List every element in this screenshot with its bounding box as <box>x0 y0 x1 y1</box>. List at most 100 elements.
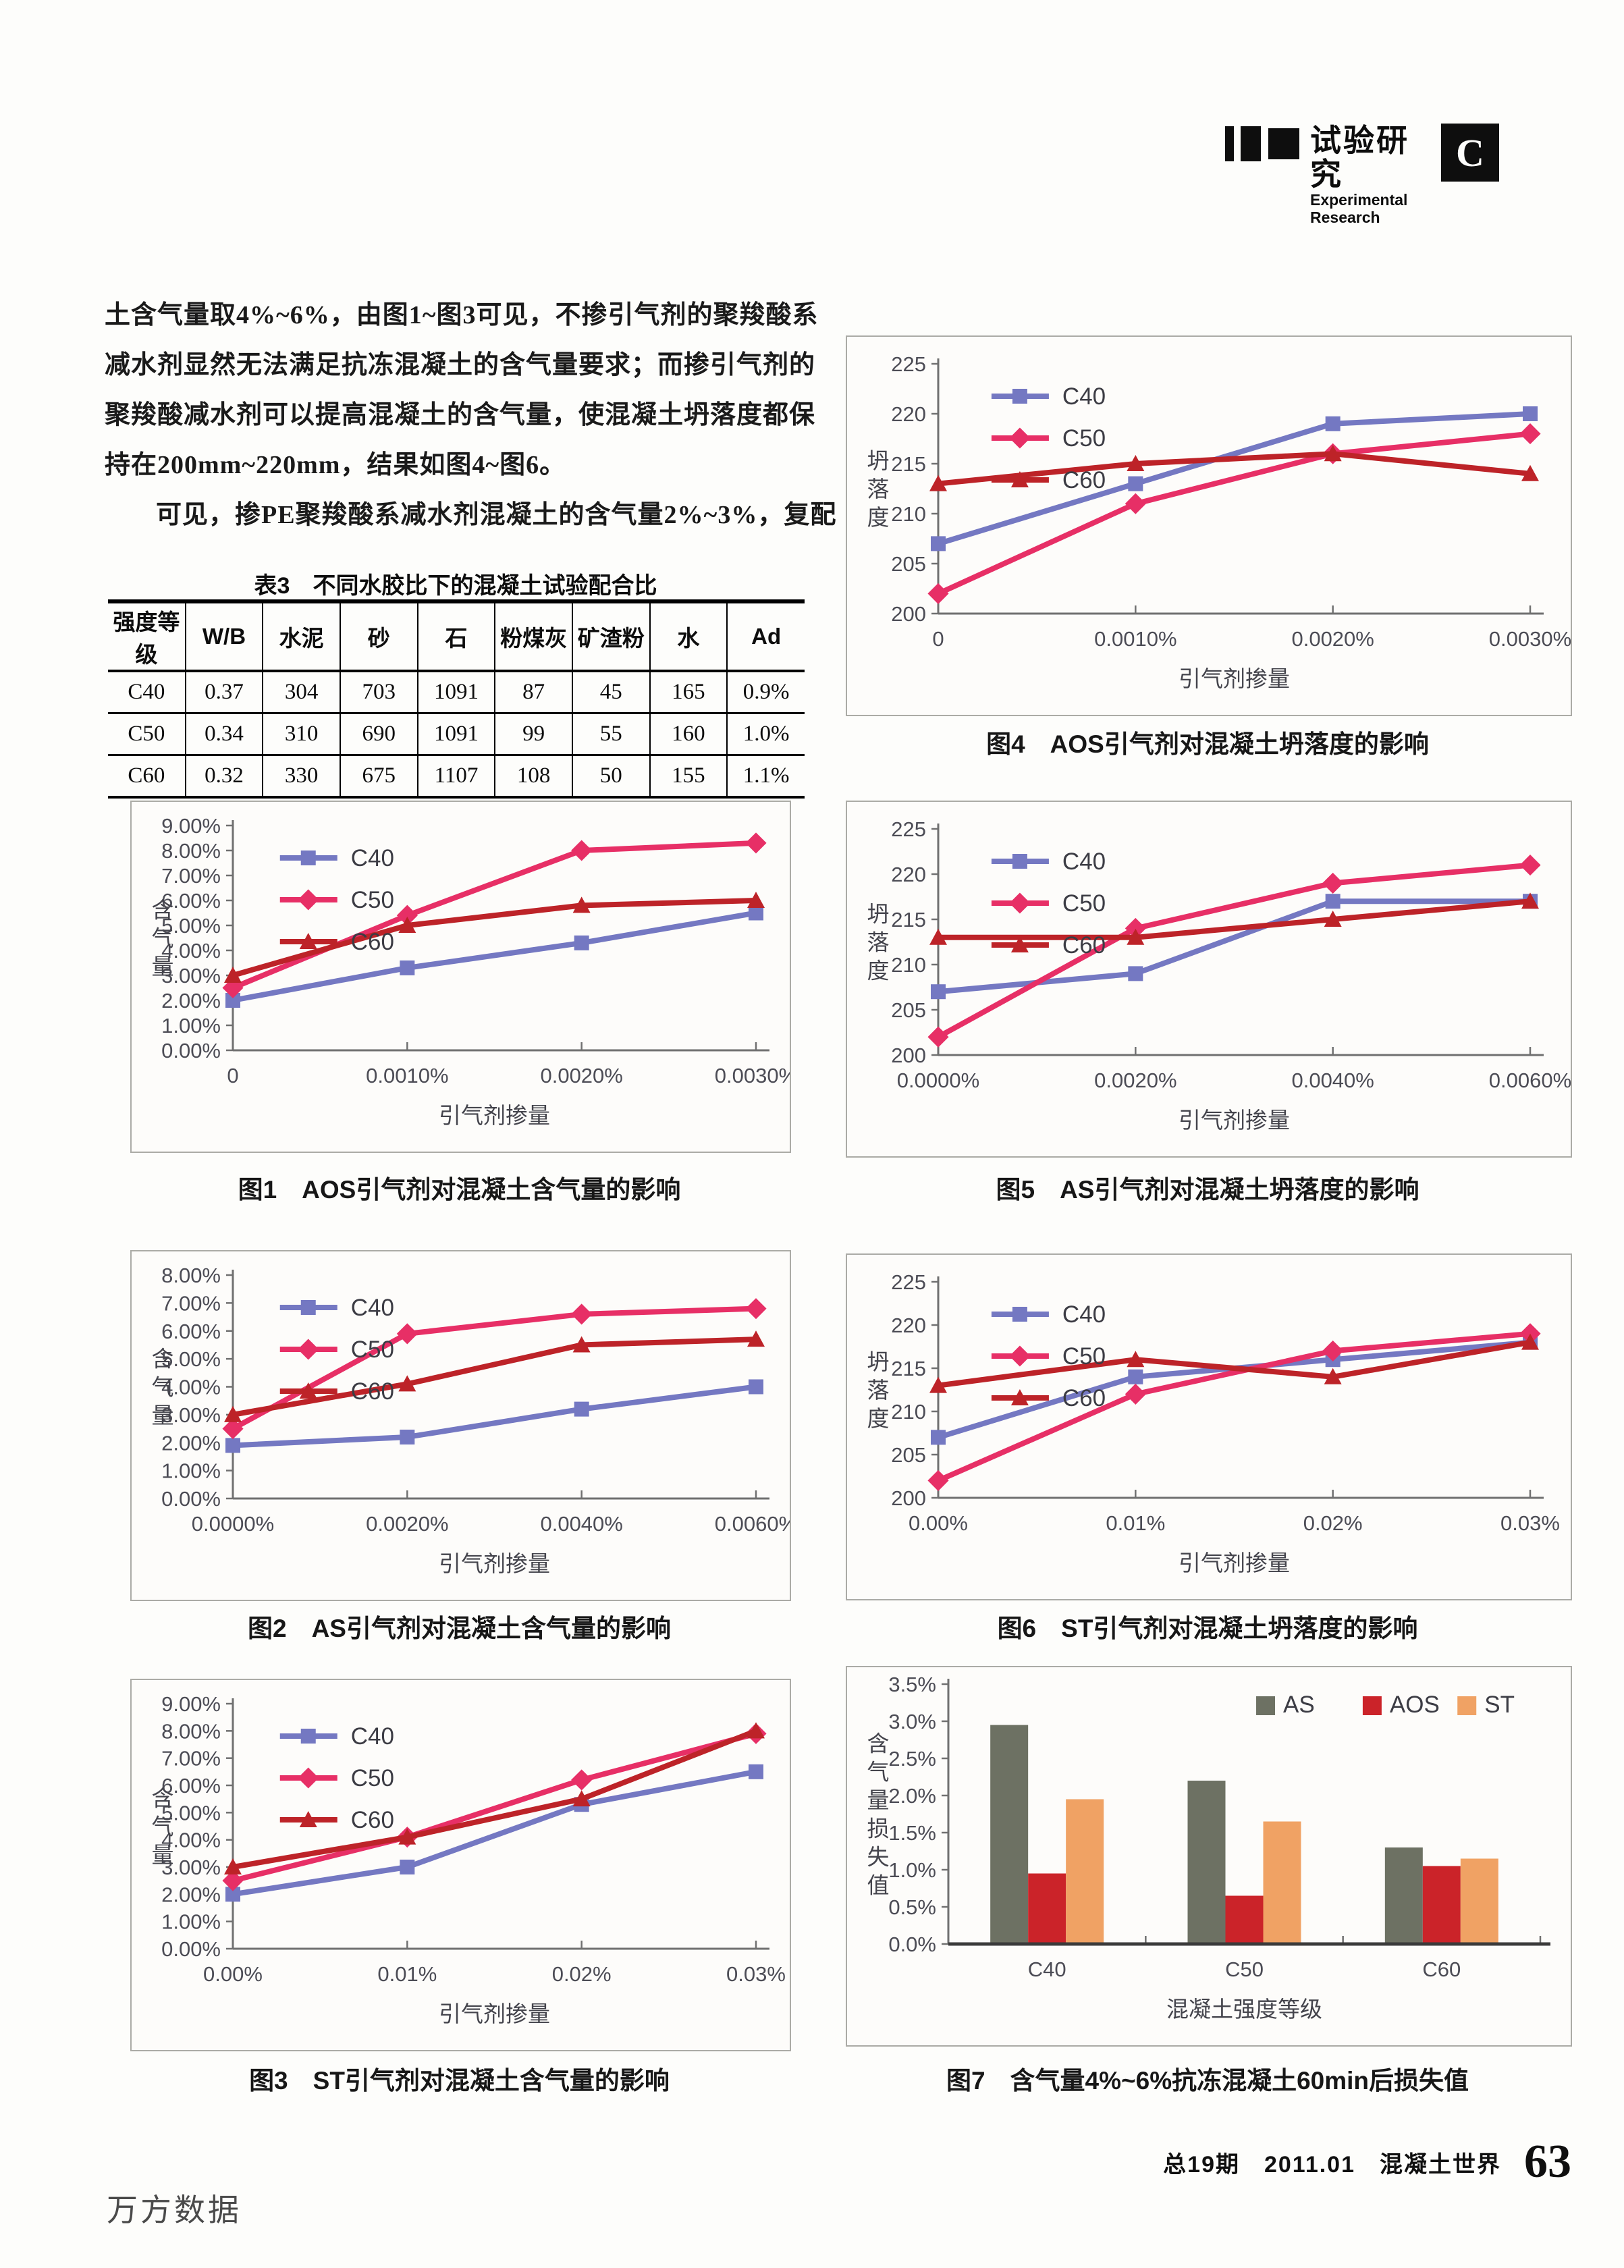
fig3-plot: 0.00% 1.00% 2.00% 3.00% 4.00% 5.00% 6.00% 7.00%… <box>152 1692 786 2026</box>
section-title-en: Experimental Research <box>1310 191 1408 226</box>
svg-text:2.00%: 2.00% <box>161 1883 221 1906</box>
svg-text:混凝土强度等级: 混凝土强度等级 <box>1166 1997 1322 2022</box>
svg-text:6.00%: 6.00% <box>161 1774 221 1798</box>
svg-text:0: 0 <box>932 627 944 651</box>
svg-text:0.00%: 0.00% <box>203 1962 263 1986</box>
svg-text:0.0030%: 0.0030% <box>715 1064 790 1087</box>
svg-text:C60: C60 <box>351 929 394 955</box>
svg-text:2.00%: 2.00% <box>161 1431 221 1455</box>
figure-caption: 图5 AS引气剂对混凝土坍落度的影响 <box>996 1176 1419 1204</box>
svg-text:0.0020%: 0.0020% <box>1094 1069 1176 1092</box>
svg-text:量: 量 <box>152 1843 174 1868</box>
svg-text:ST: ST <box>1484 1692 1515 1718</box>
svg-text:200: 200 <box>891 1486 926 1510</box>
table-header-cell: 粉煤灰 <box>494 599 572 672</box>
table-cell: 108 <box>494 755 572 799</box>
svg-text:4.00%: 4.00% <box>161 939 221 963</box>
svg-text:度: 度 <box>867 1406 890 1431</box>
svg-text:205: 205 <box>891 1443 926 1467</box>
svg-text:坍: 坍 <box>867 1349 890 1374</box>
table-cell: C60 <box>108 755 186 799</box>
svg-text:值: 值 <box>867 1873 890 1898</box>
svg-text:8.00%: 8.00% <box>161 1719 221 1743</box>
table-header-cell: 水泥 <box>262 599 340 672</box>
svg-text:1.0%: 1.0% <box>888 1858 936 1882</box>
table-cell: 160 <box>649 713 728 756</box>
svg-text:C50: C50 <box>1062 890 1106 917</box>
svg-text:引气剂掺量: 引气剂掺量 <box>439 1551 550 1576</box>
svg-text:215: 215 <box>891 908 926 932</box>
table-header-cell: 强度等级 <box>108 599 186 672</box>
svg-text:含: 含 <box>152 898 174 923</box>
svg-text:C50: C50 <box>351 1765 394 1791</box>
paragraph-line: 聚羧酸减水剂可以提高混凝土的含气量，使混凝土坍落度都保 <box>105 401 816 429</box>
svg-text:5.00%: 5.00% <box>161 1801 221 1825</box>
svg-text:1.00%: 1.00% <box>161 1459 221 1483</box>
svg-text:度: 度 <box>867 959 890 983</box>
svg-text:8.00%: 8.00% <box>161 1264 221 1287</box>
svg-text:0.0040%: 0.0040% <box>540 1512 622 1536</box>
svg-text:200: 200 <box>891 1044 926 1067</box>
svg-text:7.00%: 7.00% <box>161 1291 221 1315</box>
section-title-cn: 试验研究 <box>1310 123 1409 192</box>
svg-text:0.0020%: 0.0020% <box>366 1512 448 1536</box>
svg-text:200: 200 <box>891 602 926 626</box>
svg-text:0: 0 <box>227 1064 238 1087</box>
svg-text:气: 气 <box>867 1760 890 1785</box>
table-cell: 1107 <box>416 755 495 799</box>
svg-text:引气剂掺量: 引气剂掺量 <box>439 2001 550 2026</box>
svg-text:0.0000%: 0.0000% <box>897 1069 979 1092</box>
svg-text:205: 205 <box>891 998 926 1022</box>
svg-text:0.00%: 0.00% <box>161 1487 221 1511</box>
svg-text:C40: C40 <box>1028 1958 1066 1981</box>
svg-text:C40: C40 <box>351 1295 394 1321</box>
svg-text:C50: C50 <box>351 887 394 913</box>
svg-text:0.02%: 0.02% <box>552 1962 612 1986</box>
table-header-cell: 砂 <box>339 599 418 672</box>
table-cell: 1.0% <box>726 713 805 756</box>
svg-text:C60: C60 <box>351 1378 394 1405</box>
svg-text:9.00%: 9.00% <box>161 814 221 838</box>
table-cell: 45 <box>571 671 650 714</box>
svg-text:含: 含 <box>152 1347 174 1372</box>
page-header: 试验研究 Experimental Research C <box>1225 124 1499 226</box>
table-row: C40 0.37 304 703 1091 87 45 165 0.9% <box>108 671 805 714</box>
svg-text:7.00%: 7.00% <box>161 1747 221 1771</box>
figure-caption: 图1 AOS引气剂对混凝土含气量的影响 <box>238 1176 681 1204</box>
table-cell: 165 <box>649 671 728 714</box>
svg-text:C50: C50 <box>1225 1958 1264 1981</box>
table-cell: 155 <box>649 755 728 799</box>
svg-text:0.0%: 0.0% <box>888 1933 936 1956</box>
svg-text:225: 225 <box>891 1270 926 1294</box>
section-title: 试验研究 Experimental Research <box>1310 124 1432 226</box>
svg-text:AOS: AOS <box>1390 1692 1440 1718</box>
table-cell: 99 <box>494 713 572 756</box>
svg-text:坍: 坍 <box>867 448 890 473</box>
fig4-plot: 200 205 210 215 220 225 引气剂掺量 坍落度 0 0.0010% 0.0020… <box>867 352 1572 691</box>
svg-text:气: 气 <box>152 1375 174 1400</box>
svg-text:C60: C60 <box>351 1807 394 1833</box>
fig1-plot: 0.00%1.00%2.00%3.00%4.00%5.00%6.00%7.00%… <box>152 814 798 1128</box>
svg-text:引气剂掺量: 引气剂掺量 <box>1179 1550 1290 1575</box>
table-cell: 0.9% <box>726 671 805 714</box>
svg-text:量: 量 <box>867 1788 890 1813</box>
svg-text:量: 量 <box>152 954 174 979</box>
svg-text:3.00%: 3.00% <box>161 1403 221 1427</box>
svg-text:含: 含 <box>867 1731 890 1756</box>
figure-caption: 图2 AS引气剂对混凝土含气量的影响 <box>248 1615 671 1642</box>
paragraph-line: 可见，掺PE聚羧酸系减水剂混凝土的含气量2%~3%，复配 <box>156 501 837 529</box>
chart-fig7-air-loss-bars: 0.0% 0.5% 1.0% 1.5% 2.0% 2.5% 3.0% 3.5% 混凝土强度等级 含… <box>846 1666 1572 2047</box>
svg-text:225: 225 <box>891 352 926 376</box>
svg-text:引气剂掺量: 引气剂掺量 <box>1179 666 1290 691</box>
svg-text:0.0020%: 0.0020% <box>540 1064 622 1087</box>
svg-text:4.00%: 4.00% <box>161 1829 221 1852</box>
chart-fig2-as-air-content: 0.00% 1.00% 2.00% 3.00% 4.00% 5.00% 6.00% 7.00%… <box>130 1250 797 1601</box>
table-cell: 50 <box>571 755 650 799</box>
table-cell: C40 <box>108 671 186 714</box>
table-cell: C50 <box>108 713 186 756</box>
svg-text:215: 215 <box>891 452 926 476</box>
svg-text:0.0010%: 0.0010% <box>366 1064 448 1087</box>
svg-text:度: 度 <box>867 505 890 530</box>
svg-text:C40: C40 <box>351 1723 394 1750</box>
figure-caption: 图7 含气量4%~6%抗冻混凝土60min后损失值 <box>946 2067 1469 2095</box>
